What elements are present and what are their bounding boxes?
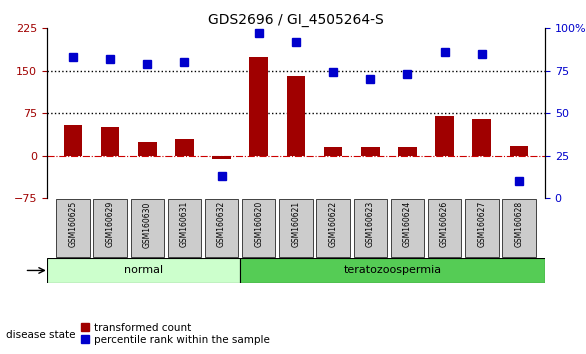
Bar bbox=[101, 127, 120, 156]
Text: disease state: disease state bbox=[6, 330, 76, 339]
Text: GSM160632: GSM160632 bbox=[217, 201, 226, 247]
FancyBboxPatch shape bbox=[428, 199, 461, 257]
Bar bbox=[138, 142, 156, 156]
Bar bbox=[472, 119, 491, 156]
Text: teratozoospermia: teratozoospermia bbox=[343, 266, 442, 275]
Bar bbox=[398, 147, 417, 156]
Text: GSM160629: GSM160629 bbox=[105, 201, 115, 247]
FancyBboxPatch shape bbox=[391, 199, 424, 257]
FancyBboxPatch shape bbox=[353, 199, 387, 257]
FancyBboxPatch shape bbox=[242, 199, 275, 257]
Title: GDS2696 / GI_4505264-S: GDS2696 / GI_4505264-S bbox=[208, 13, 384, 27]
Bar bbox=[510, 145, 528, 156]
FancyBboxPatch shape bbox=[205, 199, 239, 257]
Text: GSM160622: GSM160622 bbox=[329, 201, 338, 247]
Bar bbox=[435, 116, 454, 156]
Text: GSM160631: GSM160631 bbox=[180, 201, 189, 247]
FancyBboxPatch shape bbox=[240, 258, 545, 283]
Bar bbox=[64, 125, 82, 156]
Legend: transformed count, percentile rank within the sample: transformed count, percentile rank withi… bbox=[76, 318, 274, 349]
Text: GSM160628: GSM160628 bbox=[515, 201, 523, 247]
Text: GSM160627: GSM160627 bbox=[477, 201, 486, 247]
Bar bbox=[287, 76, 305, 156]
Bar bbox=[212, 156, 231, 159]
Bar bbox=[175, 139, 194, 156]
Bar bbox=[250, 57, 268, 156]
FancyBboxPatch shape bbox=[502, 199, 536, 257]
FancyBboxPatch shape bbox=[47, 258, 240, 283]
Text: GSM160623: GSM160623 bbox=[366, 201, 375, 247]
Text: normal: normal bbox=[124, 266, 163, 275]
Text: GSM160621: GSM160621 bbox=[291, 201, 301, 247]
FancyBboxPatch shape bbox=[93, 199, 127, 257]
Text: GSM160620: GSM160620 bbox=[254, 201, 263, 247]
FancyBboxPatch shape bbox=[56, 199, 90, 257]
Text: GSM160626: GSM160626 bbox=[440, 201, 449, 247]
Text: GSM160625: GSM160625 bbox=[69, 201, 77, 247]
FancyBboxPatch shape bbox=[465, 199, 499, 257]
FancyBboxPatch shape bbox=[279, 199, 313, 257]
FancyBboxPatch shape bbox=[131, 199, 164, 257]
Text: GSM160624: GSM160624 bbox=[403, 201, 412, 247]
Bar bbox=[361, 147, 380, 156]
FancyBboxPatch shape bbox=[316, 199, 350, 257]
Text: GSM160630: GSM160630 bbox=[143, 201, 152, 247]
FancyBboxPatch shape bbox=[168, 199, 201, 257]
Bar bbox=[324, 147, 342, 156]
